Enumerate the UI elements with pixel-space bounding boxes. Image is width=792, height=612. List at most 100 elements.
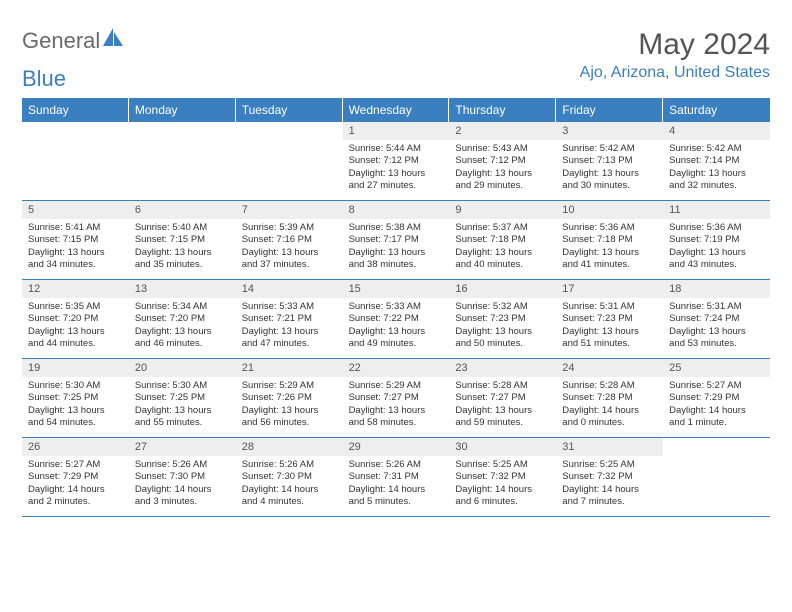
day-number: 10 [556,201,663,219]
weekday-header: Tuesday [236,98,343,122]
day-number: 14 [236,280,343,298]
calendar-cell [663,438,770,516]
sunset-text: Sunset: 7:28 PM [562,392,657,404]
day-number: 15 [343,280,450,298]
day-number: 8 [343,201,450,219]
calendar-cell: 16Sunrise: 5:32 AMSunset: 7:23 PMDayligh… [449,280,556,358]
day-number: 1 [343,122,450,140]
sunrise-text: Sunrise: 5:27 AM [669,380,764,392]
daylight-text: Daylight: 13 hours and 49 minutes. [349,326,444,351]
daylight-text: Daylight: 13 hours and 53 minutes. [669,326,764,351]
sunrise-text: Sunrise: 5:36 AM [562,222,657,234]
sunrise-text: Sunrise: 5:29 AM [349,380,444,392]
sunrise-text: Sunrise: 5:30 AM [135,380,230,392]
day-number: 24 [556,359,663,377]
weekday-header: Wednesday [343,98,450,122]
daylight-text: Daylight: 13 hours and 35 minutes. [135,247,230,272]
daylight-text: Daylight: 13 hours and 56 minutes. [242,405,337,430]
weekday-header-row: SundayMondayTuesdayWednesdayThursdayFrid… [22,98,770,122]
sunset-text: Sunset: 7:31 PM [349,471,444,483]
day-number: 5 [22,201,129,219]
day-number: 17 [556,280,663,298]
calendar-cell: 10Sunrise: 5:36 AMSunset: 7:18 PMDayligh… [556,201,663,279]
sunrise-text: Sunrise: 5:26 AM [135,459,230,471]
sunrise-text: Sunrise: 5:44 AM [349,143,444,155]
calendar-cell: 21Sunrise: 5:29 AMSunset: 7:26 PMDayligh… [236,359,343,437]
day-content: Sunrise: 5:36 AMSunset: 7:18 PMDaylight:… [556,219,663,275]
daylight-text: Daylight: 13 hours and 38 minutes. [349,247,444,272]
daylight-text: Daylight: 13 hours and 58 minutes. [349,405,444,430]
daylight-text: Daylight: 13 hours and 30 minutes. [562,168,657,193]
sunrise-text: Sunrise: 5:31 AM [669,301,764,313]
sunset-text: Sunset: 7:12 PM [349,155,444,167]
sunrise-text: Sunrise: 5:37 AM [455,222,550,234]
daylight-text: Daylight: 13 hours and 27 minutes. [349,168,444,193]
day-number: 3 [556,122,663,140]
calendar-cell: 11Sunrise: 5:36 AMSunset: 7:19 PMDayligh… [663,201,770,279]
day-content: Sunrise: 5:40 AMSunset: 7:15 PMDaylight:… [129,219,236,275]
calendar-cell: 3Sunrise: 5:42 AMSunset: 7:13 PMDaylight… [556,122,663,200]
day-content: Sunrise: 5:42 AMSunset: 7:14 PMDaylight:… [663,140,770,196]
calendar-cell: 15Sunrise: 5:33 AMSunset: 7:22 PMDayligh… [343,280,450,358]
daylight-text: Daylight: 13 hours and 34 minutes. [28,247,123,272]
day-number: 23 [449,359,556,377]
sunrise-text: Sunrise: 5:28 AM [455,380,550,392]
day-content: Sunrise: 5:42 AMSunset: 7:13 PMDaylight:… [556,140,663,196]
day-content: Sunrise: 5:43 AMSunset: 7:12 PMDaylight:… [449,140,556,196]
sunrise-text: Sunrise: 5:41 AM [28,222,123,234]
calendar-cell: 22Sunrise: 5:29 AMSunset: 7:27 PMDayligh… [343,359,450,437]
day-number: 2 [449,122,556,140]
day-content: Sunrise: 5:31 AMSunset: 7:24 PMDaylight:… [663,298,770,354]
sunrise-text: Sunrise: 5:43 AM [455,143,550,155]
sunset-text: Sunset: 7:21 PM [242,313,337,325]
day-content: Sunrise: 5:29 AMSunset: 7:26 PMDaylight:… [236,377,343,433]
calendar-cell: 8Sunrise: 5:38 AMSunset: 7:17 PMDaylight… [343,201,450,279]
calendar-page: General May 2024 Ajo, Arizona, United St… [0,0,792,527]
calendar-cell: 13Sunrise: 5:34 AMSunset: 7:20 PMDayligh… [129,280,236,358]
daylight-text: Daylight: 14 hours and 0 minutes. [562,405,657,430]
sunset-text: Sunset: 7:30 PM [135,471,230,483]
daylight-text: Daylight: 13 hours and 46 minutes. [135,326,230,351]
sunset-text: Sunset: 7:18 PM [562,234,657,246]
calendar-cell: 7Sunrise: 5:39 AMSunset: 7:16 PMDaylight… [236,201,343,279]
sunset-text: Sunset: 7:15 PM [135,234,230,246]
calendar-cell: 20Sunrise: 5:30 AMSunset: 7:25 PMDayligh… [129,359,236,437]
title-block: May 2024 Ajo, Arizona, United States [580,28,770,82]
sunrise-text: Sunrise: 5:28 AM [562,380,657,392]
sunrise-text: Sunrise: 5:38 AM [349,222,444,234]
calendar-cell: 19Sunrise: 5:30 AMSunset: 7:25 PMDayligh… [22,359,129,437]
day-number: 21 [236,359,343,377]
brand-logo: General [22,28,123,54]
calendar-week: 26Sunrise: 5:27 AMSunset: 7:29 PMDayligh… [22,438,770,517]
day-number: 18 [663,280,770,298]
sunset-text: Sunset: 7:25 PM [135,392,230,404]
day-content: Sunrise: 5:33 AMSunset: 7:22 PMDaylight:… [343,298,450,354]
sunset-text: Sunset: 7:15 PM [28,234,123,246]
daylight-text: Daylight: 13 hours and 29 minutes. [455,168,550,193]
daylight-text: Daylight: 13 hours and 41 minutes. [562,247,657,272]
sunrise-text: Sunrise: 5:42 AM [669,143,764,155]
sunset-text: Sunset: 7:26 PM [242,392,337,404]
calendar-cell: 4Sunrise: 5:42 AMSunset: 7:14 PMDaylight… [663,122,770,200]
sunset-text: Sunset: 7:29 PM [669,392,764,404]
sunset-text: Sunset: 7:25 PM [28,392,123,404]
day-content: Sunrise: 5:26 AMSunset: 7:30 PMDaylight:… [236,456,343,512]
calendar-cell: 9Sunrise: 5:37 AMSunset: 7:18 PMDaylight… [449,201,556,279]
calendar-cell [236,122,343,200]
calendar-week: 12Sunrise: 5:35 AMSunset: 7:20 PMDayligh… [22,280,770,359]
calendar-cell: 12Sunrise: 5:35 AMSunset: 7:20 PMDayligh… [22,280,129,358]
day-number: 6 [129,201,236,219]
sunrise-text: Sunrise: 5:35 AM [28,301,123,313]
sunrise-text: Sunrise: 5:25 AM [562,459,657,471]
sail-icon [103,28,123,46]
sunset-text: Sunset: 7:20 PM [135,313,230,325]
daylight-text: Daylight: 13 hours and 51 minutes. [562,326,657,351]
day-content: Sunrise: 5:38 AMSunset: 7:17 PMDaylight:… [343,219,450,275]
sunrise-text: Sunrise: 5:40 AM [135,222,230,234]
day-number: 27 [129,438,236,456]
day-number: 16 [449,280,556,298]
calendar-cell [129,122,236,200]
sunset-text: Sunset: 7:12 PM [455,155,550,167]
sunset-text: Sunset: 7:27 PM [349,392,444,404]
daylight-text: Daylight: 14 hours and 5 minutes. [349,484,444,509]
